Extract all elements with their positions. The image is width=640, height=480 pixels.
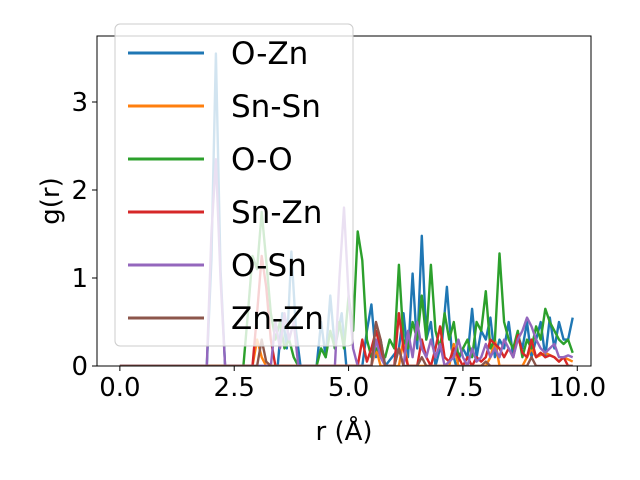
- y-tick-label: 1: [71, 264, 88, 294]
- x-tick-label: 0.0: [99, 373, 140, 403]
- legend-label-o-zn: O-Zn: [231, 36, 308, 72]
- legend-label-zn-zn: Zn-Zn: [231, 301, 324, 337]
- x-tick-label: 5.0: [328, 373, 369, 403]
- series-line-zn-zn: [119, 320, 573, 366]
- y-ticks: 0 1 2 3: [71, 88, 97, 382]
- legend-label-sn-zn: Sn-Zn: [231, 195, 322, 231]
- x-axis-label: r (Å): [315, 415, 372, 447]
- x-tick-label: 10.0: [548, 373, 606, 403]
- series-layer: [119, 52, 574, 366]
- y-tick-label: 3: [71, 88, 88, 118]
- x-tick-label: 2.5: [214, 373, 255, 403]
- y-axis-label: g(r): [36, 177, 66, 224]
- legend-label-sn-sn: Sn-Sn: [231, 89, 321, 125]
- series-line-sn-zn: [119, 254, 573, 366]
- y-tick-label: 2: [71, 176, 88, 206]
- legend-label-o-o: O-O: [231, 142, 293, 178]
- y-tick-label: 0: [71, 352, 88, 382]
- legend-box: [114, 23, 354, 347]
- x-ticks: 0.0 2.5 5.0 7.5 10.0: [99, 366, 606, 403]
- legend-label-o-sn: O-Sn: [231, 248, 307, 284]
- legend: O-Zn Sn-Sn O-O Sn-Zn O-Sn Zn-Zn: [114, 23, 354, 347]
- x-tick-label: 7.5: [442, 373, 483, 403]
